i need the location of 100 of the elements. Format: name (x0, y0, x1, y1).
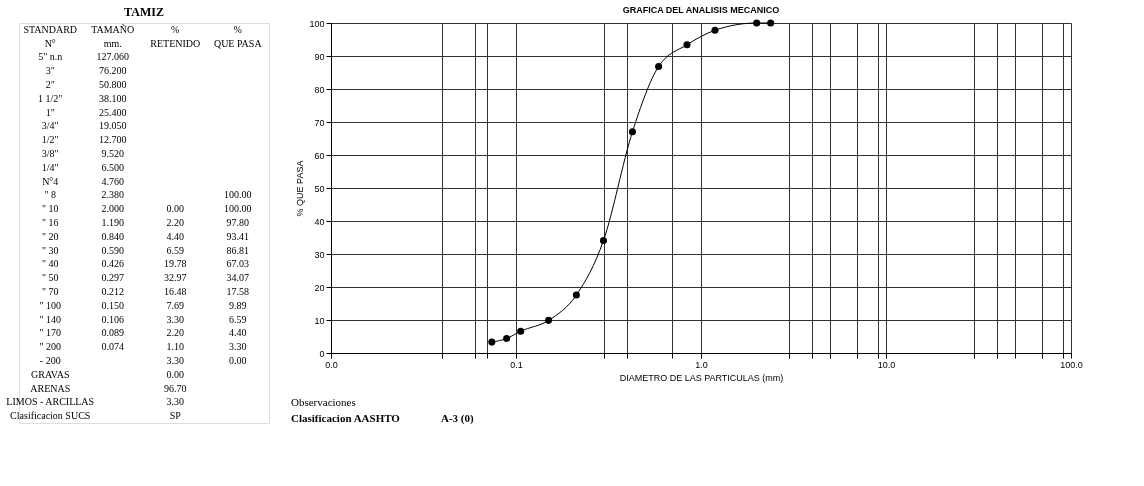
text: STANDARD (23, 23, 78, 35)
text: % (233, 23, 242, 35)
text: 0.00 (229, 354, 247, 366)
text: " 16 (41, 217, 59, 228)
text: 86.81 (226, 244, 249, 256)
text: 0.089 (101, 327, 124, 339)
text: 16.48 (164, 285, 187, 297)
text: mm. (103, 37, 122, 49)
text: QUE PASA (213, 37, 263, 49)
text: 1 1/2" (38, 92, 63, 104)
y-axis-title: % QUE PASA (295, 160, 306, 217)
text: " 170 (39, 327, 62, 339)
text: 2.20 (166, 217, 184, 228)
text: 38.100 (99, 92, 127, 104)
text: - 200 (39, 354, 61, 366)
text: 1" (45, 106, 55, 118)
text: 32.97 (164, 272, 187, 284)
text: 4.40 (229, 327, 247, 339)
y-tick-label: 70 (314, 117, 325, 128)
text: GRAVAS (30, 368, 70, 380)
y-tick-label: 30 (314, 249, 325, 260)
text: 1/4" (41, 161, 59, 173)
y-tick-label: 40 (314, 216, 325, 227)
text: " 20 (41, 230, 59, 242)
text: N°4 (42, 175, 59, 187)
text: 0.00 (166, 368, 184, 380)
text: 0.074 (101, 341, 124, 353)
y-tick-label: 100 (309, 18, 325, 29)
text: 6.59 (229, 313, 247, 325)
text: 4.40 (166, 230, 184, 242)
text: 1.10 (166, 341, 184, 353)
text: 0.00 (166, 203, 184, 215)
point (767, 19, 775, 27)
text: 127.060 (96, 51, 129, 63)
text: 0.150 (101, 299, 124, 311)
x-tick-label: 100.0 (1060, 359, 1083, 370)
text: 0.297 (101, 272, 124, 284)
text: " 30 (41, 244, 59, 256)
text: Clasificacion SUCS (10, 410, 91, 422)
text: 2.20 (166, 327, 184, 339)
y-tick-label: 90 (314, 51, 325, 62)
chart-title: GRAFICA DEL ANALISIS MECANICO (622, 5, 780, 15)
text: 19.050 (99, 120, 127, 132)
x-tick-label: 10.0 (877, 359, 896, 370)
text: 7.69 (166, 299, 184, 311)
text: 3.30 (166, 354, 184, 366)
text: " 70 (41, 285, 59, 297)
text: 2.380 (101, 189, 124, 201)
text: 3" (45, 65, 55, 77)
y-tick-label: 60 (314, 150, 325, 161)
x-tick-label: 0.1 (510, 359, 523, 370)
text: " 50 (41, 272, 59, 284)
y-tick-label: 20 (314, 282, 325, 293)
y-tick-label: 0 (319, 348, 325, 359)
text: 0.426 (101, 258, 124, 270)
text: Clasificacion AASHTO (291, 412, 401, 424)
text: 6.500 (101, 161, 124, 173)
x-tick-label: 0.0 (325, 359, 338, 370)
text: 1.190 (101, 217, 124, 228)
text: " 8 (44, 189, 57, 201)
text: A-3 (0) (441, 412, 475, 425)
text: 96.70 (164, 382, 187, 394)
text: 3/8" (41, 148, 59, 160)
text: 6.59 (166, 244, 184, 256)
text: 93.41 (226, 230, 249, 242)
text: 12.700 (99, 134, 127, 146)
text: 0.212 (101, 285, 124, 297)
point (655, 63, 663, 71)
text: 76.200 (99, 65, 127, 77)
text: " 200 (39, 341, 62, 353)
text: 25.400 (99, 106, 127, 118)
text: ARENAS (30, 382, 71, 394)
text: SP (169, 410, 182, 422)
text: " 100 (39, 299, 62, 311)
text: 17.58 (226, 285, 249, 297)
text: 67.03 (226, 258, 249, 270)
point (517, 327, 525, 335)
text: 0.590 (101, 244, 124, 256)
text: 3/4" (41, 120, 59, 132)
text: 5" n.n (38, 51, 63, 63)
point (628, 128, 636, 136)
text: " 40 (41, 258, 59, 270)
y-tick-label: 80 (314, 84, 325, 95)
point (599, 237, 607, 245)
text: RETENIDO (150, 37, 201, 49)
y-tick-label: 50 (314, 183, 325, 194)
point (545, 316, 553, 324)
text: 9.89 (229, 299, 247, 311)
text: 3.30 (229, 341, 247, 353)
text: " 140 (39, 313, 62, 325)
y-tick-label: 10 (314, 315, 325, 326)
x-axis-title: DIAMETRO DE LAS PARTICULAS (mm) (619, 372, 784, 383)
text: 50.800 (99, 79, 127, 91)
point (572, 291, 580, 299)
text: 0.840 (101, 230, 124, 242)
text: 3.30 (166, 396, 184, 408)
text: 19.78 (164, 258, 187, 270)
text: TAMIZ (124, 5, 164, 19)
text: LIMOS - ARCILLAS (6, 396, 95, 408)
text: " 10 (41, 203, 59, 215)
